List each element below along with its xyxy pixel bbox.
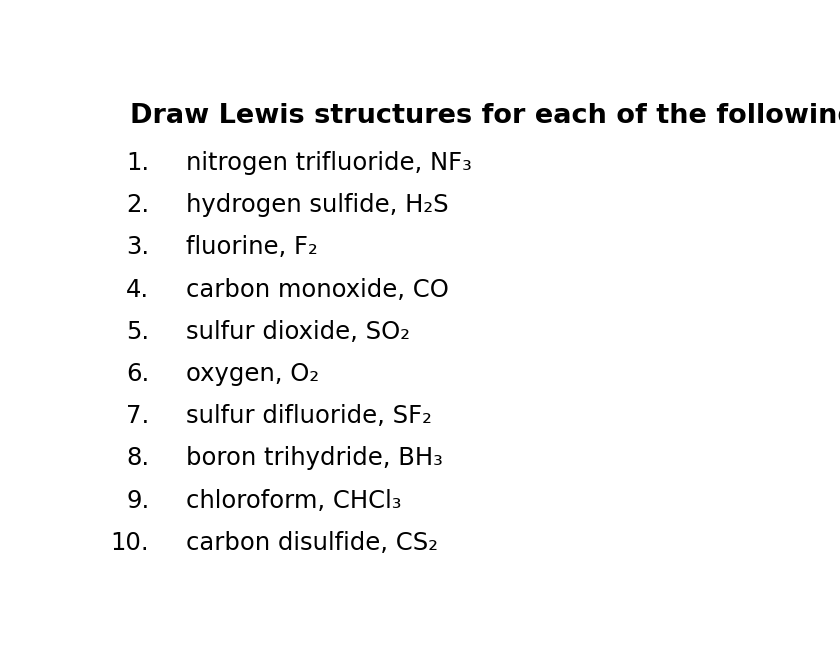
Text: 1.: 1. [126, 151, 150, 175]
Text: 7.: 7. [126, 404, 150, 428]
Text: carbon disulfide, CS₂: carbon disulfide, CS₂ [186, 531, 438, 554]
Text: chloroform, CHCl₃: chloroform, CHCl₃ [186, 488, 402, 512]
Text: 5.: 5. [126, 320, 150, 344]
Text: 8.: 8. [126, 446, 150, 470]
Text: oxygen, O₂: oxygen, O₂ [186, 362, 319, 386]
Text: fluorine, F₂: fluorine, F₂ [186, 236, 318, 259]
Text: sulfur dioxide, SO₂: sulfur dioxide, SO₂ [186, 320, 411, 344]
Text: 3.: 3. [126, 236, 150, 259]
Text: carbon monoxide, CO: carbon monoxide, CO [186, 278, 449, 302]
Text: 2.: 2. [126, 193, 150, 217]
Text: 6.: 6. [126, 362, 150, 386]
Text: sulfur difluoride, SF₂: sulfur difluoride, SF₂ [186, 404, 433, 428]
Text: 10.: 10. [111, 531, 150, 554]
Text: Draw Lewis structures for each of the following.: Draw Lewis structures for each of the fo… [129, 104, 840, 130]
Text: 9.: 9. [126, 488, 150, 512]
Text: 4.: 4. [126, 278, 150, 302]
Text: boron trihydride, BH₃: boron trihydride, BH₃ [186, 446, 444, 470]
Text: hydrogen sulfide, H₂S: hydrogen sulfide, H₂S [186, 193, 449, 217]
Text: nitrogen trifluoride, NF₃: nitrogen trifluoride, NF₃ [186, 151, 472, 175]
